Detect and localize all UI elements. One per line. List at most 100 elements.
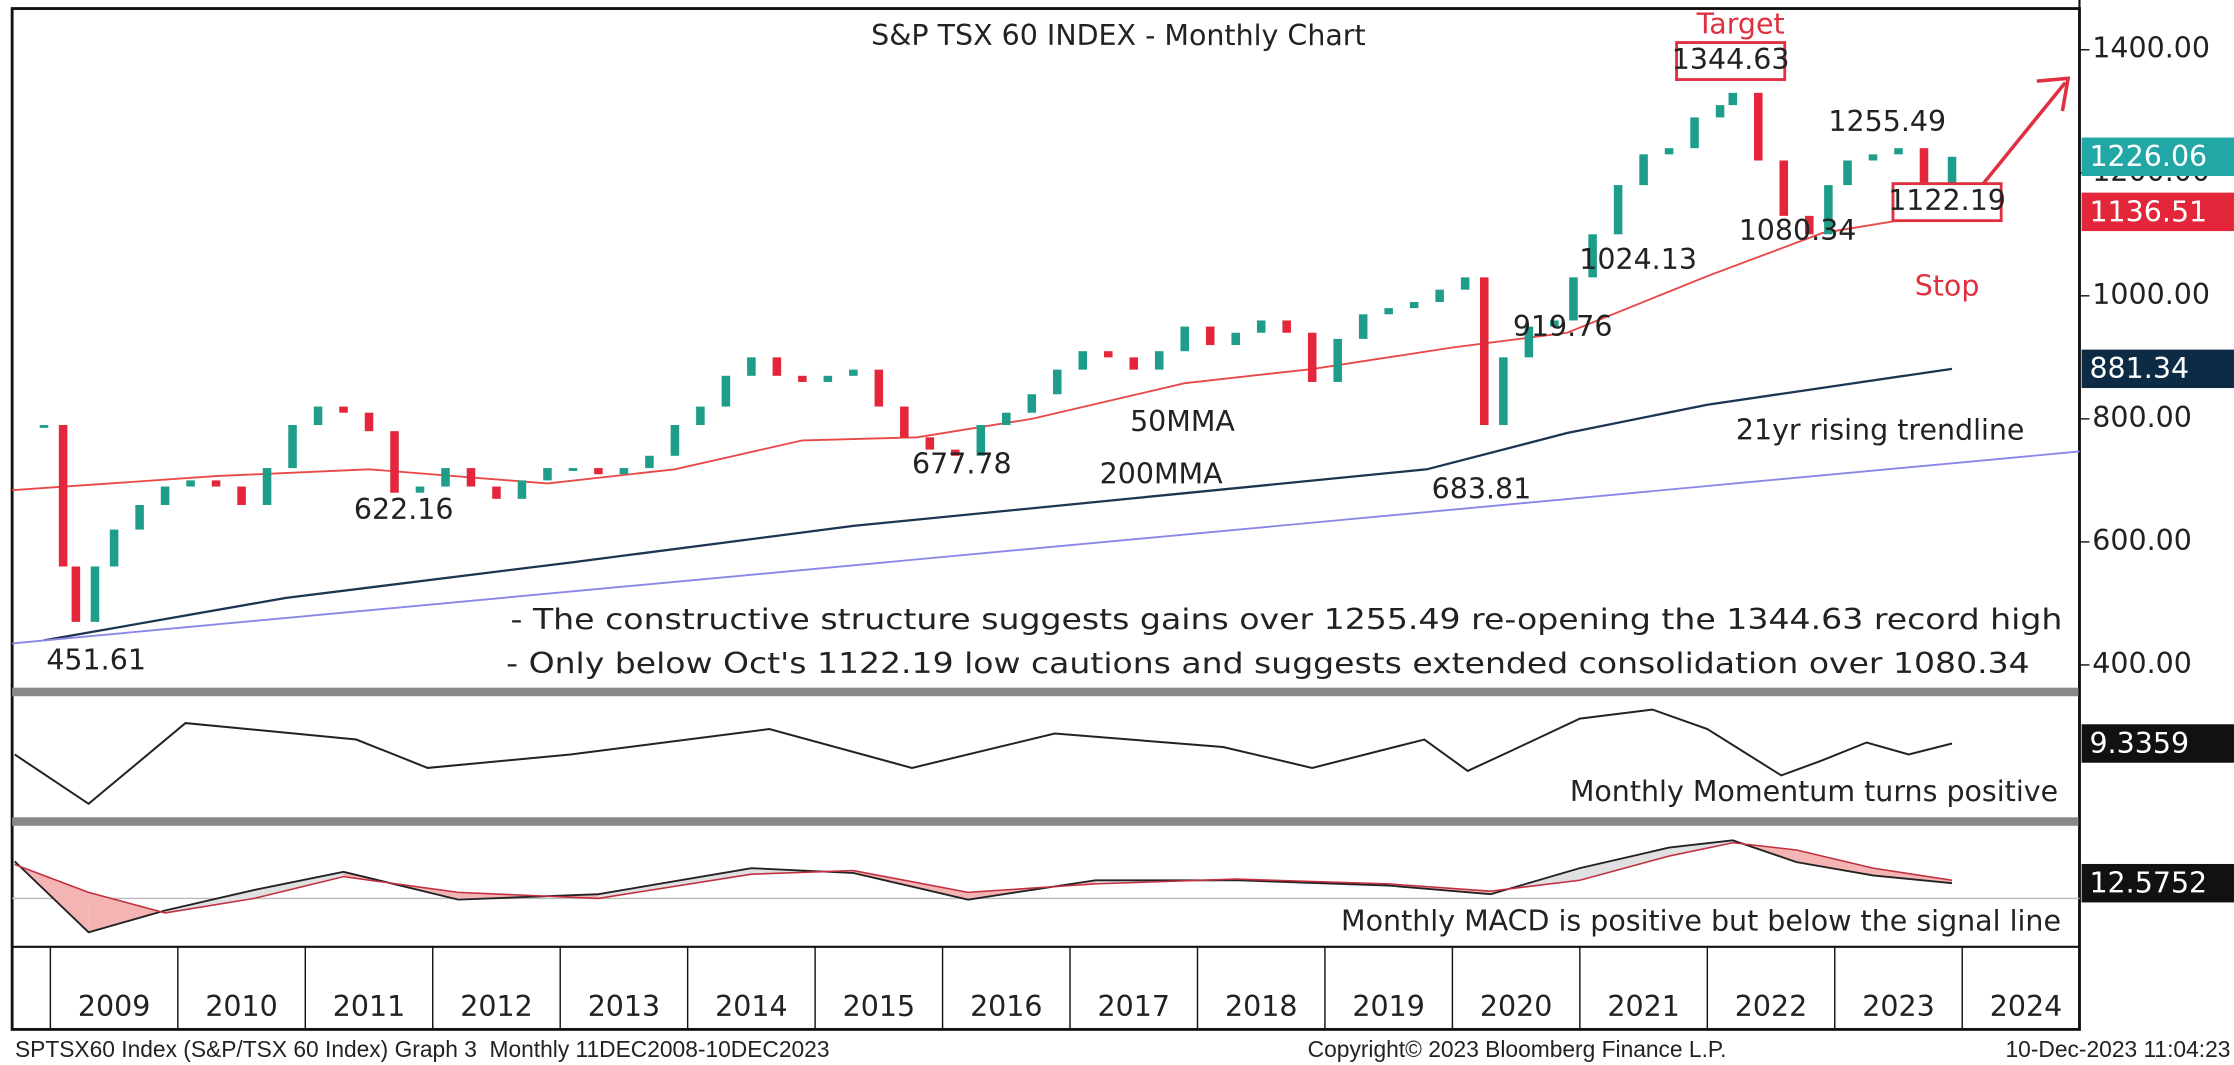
candle (1664, 148, 1674, 155)
panel-separator (12, 817, 2080, 826)
candle (313, 406, 323, 426)
level-label: 919.76 (1513, 310, 1613, 343)
candle (288, 425, 297, 469)
macd-last-box (2081, 863, 2234, 903)
price-last-box (2081, 137, 2234, 176)
candle (1613, 185, 1623, 235)
level-label: 1255.49 (1828, 105, 1946, 138)
candle (670, 425, 680, 456)
note: - The constructive structure suggests ga… (510, 603, 2062, 636)
candle (339, 406, 348, 413)
candle (109, 529, 119, 567)
candle (1231, 332, 1240, 346)
panel-separator (12, 687, 2080, 697)
x-tick-label: 2016 (970, 990, 1042, 1023)
level-label: 451.61 (46, 644, 146, 677)
candle (415, 486, 425, 493)
x-tick-label: 2022 (1735, 990, 1807, 1023)
momentum-last: 9.3359 (2089, 727, 2189, 760)
moving-average (12, 210, 1953, 492)
candle (1409, 301, 1419, 309)
price-last: 1226.06 (2089, 140, 2207, 173)
candle (1384, 308, 1393, 315)
candle (1358, 314, 1368, 339)
momentum-line (14, 708, 1953, 806)
level-label: 622.16 (354, 493, 454, 526)
x-tick-label: 2023 (1862, 990, 1934, 1023)
candle (1282, 320, 1291, 333)
candle (696, 406, 705, 426)
candle (925, 437, 935, 450)
candle (619, 468, 629, 475)
level-box (1891, 182, 2003, 223)
trend-arrow-head (2036, 76, 2071, 112)
candle (1053, 369, 1062, 395)
candle (1435, 289, 1444, 302)
candle (721, 375, 731, 407)
candle (568, 468, 578, 471)
x-tick-label: 2013 (588, 990, 660, 1023)
x-tick-label: 2019 (1352, 990, 1424, 1023)
chart-title: S&P TSX 60 INDEX - Monthly Chart (871, 19, 1366, 52)
macd-fill (1796, 850, 1874, 876)
x-tick-label: 2024 (1990, 990, 2062, 1023)
level-label: 1344.63 (1672, 43, 1790, 76)
x-tick-label: 2011 (333, 990, 405, 1023)
x-tick-label: 2010 (205, 990, 277, 1023)
level-label: 677.78 (912, 448, 1012, 481)
candle (1078, 351, 1088, 370)
candle (364, 412, 374, 432)
candle (1027, 394, 1037, 413)
candle (1728, 92, 1738, 106)
stop-label: Stop (1915, 270, 1980, 303)
candle (466, 468, 476, 487)
panel-note: Monthly MACD is positive but below the s… (1341, 905, 2061, 938)
x-tick-label: 2014 (715, 990, 787, 1023)
candle (71, 566, 81, 622)
candle (517, 480, 527, 499)
candle (1550, 320, 1559, 327)
x-tick-label: 2017 (1098, 990, 1170, 1023)
trendline (12, 450, 2080, 645)
candle (90, 566, 100, 622)
x-tick-label: 2012 (460, 990, 532, 1023)
candle (747, 357, 756, 376)
candle (1103, 351, 1113, 358)
candle (160, 486, 170, 505)
candle (1690, 117, 1699, 149)
candle (492, 486, 501, 499)
ma200-label: 200MMA (1100, 458, 1223, 491)
level-label: 683.81 (1432, 472, 1532, 505)
level-label: 1080.34 (1739, 214, 1857, 247)
candle (135, 504, 144, 530)
ma50-last-box (2081, 192, 2234, 232)
candle (441, 468, 450, 487)
x-tick-label: 2021 (1607, 990, 1679, 1023)
ma50-label: 50MMA (1130, 405, 1235, 438)
y-tick-label: 1000.00 (2092, 278, 2210, 311)
ma50-last: 1136.51 (2089, 195, 2207, 228)
y-tick-label: 1400.00 (2092, 32, 2210, 65)
footer-left: SPTSX60 Index (S&P/TSX 60 Index) Graph 3… (15, 1036, 830, 1062)
candle (1569, 277, 1578, 321)
candle (1256, 320, 1266, 333)
x-tick-label: 2009 (78, 990, 150, 1023)
target-label: Target (1696, 8, 1785, 41)
candle (186, 480, 195, 487)
y-tick-label: 800.00 (2092, 401, 2192, 434)
macd-fill (1579, 847, 1670, 881)
footer-right: 10-Dec-2023 11:04:23 (2006, 1036, 2231, 1062)
ma200-last-box (2081, 349, 2234, 389)
candle (237, 486, 246, 505)
macd-fill (254, 871, 344, 899)
candle (58, 425, 68, 567)
panel-note: Monthly Momentum turns positive (1570, 775, 2058, 808)
macd-fill (88, 892, 166, 933)
candle (1154, 351, 1164, 370)
candle (849, 369, 858, 376)
candle (1180, 326, 1190, 352)
level-box (1675, 41, 1787, 81)
momentum-last-box (2081, 724, 2234, 763)
candle (1307, 332, 1317, 382)
candle (211, 480, 221, 487)
